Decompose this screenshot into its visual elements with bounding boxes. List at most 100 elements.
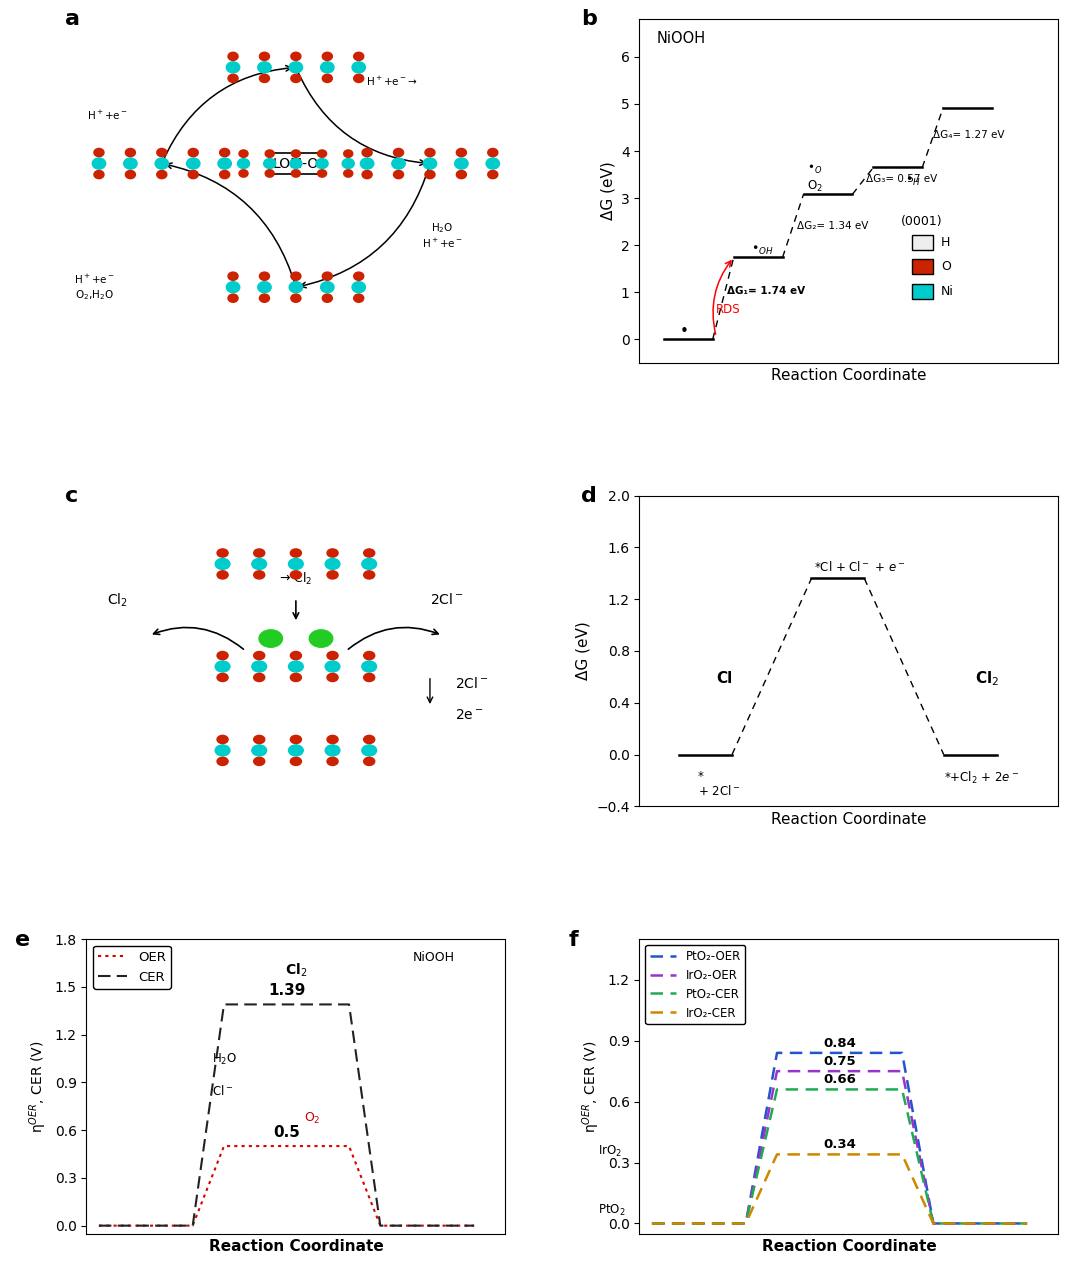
IrO₂-CER: [770, 1146, 783, 1162]
Text: H$_2$O
H$^+$+e$^-$: H$_2$O H$^+$+e$^-$: [422, 221, 463, 251]
CER: [342, 997, 355, 1013]
IrO₂-CER: [895, 1146, 908, 1162]
Circle shape: [217, 735, 228, 744]
PtO₂-OER: [895, 1045, 908, 1060]
Circle shape: [288, 745, 303, 756]
Text: 0.84: 0.84: [823, 1037, 856, 1050]
Circle shape: [354, 272, 364, 280]
Circle shape: [92, 158, 106, 170]
Circle shape: [325, 745, 340, 756]
Text: c: c: [66, 486, 79, 506]
IrO₂-OER: [1021, 1216, 1034, 1231]
Circle shape: [291, 75, 301, 82]
Circle shape: [258, 281, 271, 293]
Circle shape: [94, 171, 104, 179]
Text: IrO$_2$: IrO$_2$: [597, 1144, 622, 1159]
Circle shape: [354, 75, 364, 82]
Circle shape: [291, 757, 301, 766]
Circle shape: [325, 559, 340, 569]
X-axis label: Reaction Coordinate: Reaction Coordinate: [771, 369, 927, 383]
Circle shape: [254, 673, 265, 681]
Circle shape: [252, 745, 267, 756]
Text: •: •: [680, 324, 689, 339]
Circle shape: [342, 158, 354, 168]
OER: [93, 1218, 106, 1234]
IrO₂-OER: [770, 1064, 783, 1079]
Circle shape: [124, 158, 137, 170]
Circle shape: [254, 651, 265, 659]
IrO₂-CER: [739, 1216, 752, 1231]
Y-axis label: η$^{OER}$, CER (V): η$^{OER}$, CER (V): [581, 1041, 603, 1132]
Line: CER: CER: [99, 1005, 474, 1226]
Text: NiOOH: NiOOH: [413, 951, 455, 964]
Circle shape: [258, 62, 271, 73]
Circle shape: [486, 158, 500, 170]
Circle shape: [215, 745, 230, 756]
Legend: PtO₂-OER, IrO₂-OER, PtO₂-CER, IrO₂-CER: PtO₂-OER, IrO₂-OER, PtO₂-CER, IrO₂-CER: [646, 944, 745, 1024]
Circle shape: [289, 281, 302, 293]
FancyBboxPatch shape: [912, 284, 933, 299]
Text: PtO$_2$: PtO$_2$: [597, 1203, 625, 1218]
CER: [468, 1218, 481, 1234]
Circle shape: [457, 149, 467, 157]
Circle shape: [292, 170, 300, 177]
Circle shape: [393, 149, 404, 157]
IrO₂-OER: [646, 1216, 659, 1231]
PtO₂-CER: [646, 1216, 659, 1231]
Circle shape: [217, 651, 228, 659]
Circle shape: [217, 571, 228, 580]
Circle shape: [227, 281, 240, 293]
Circle shape: [254, 757, 265, 766]
Circle shape: [352, 62, 365, 73]
Circle shape: [327, 757, 338, 766]
Circle shape: [316, 158, 328, 168]
Circle shape: [488, 171, 498, 179]
Circle shape: [254, 549, 265, 558]
Circle shape: [254, 735, 265, 744]
Text: ΔG₃= 0.57 eV: ΔG₃= 0.57 eV: [866, 173, 937, 184]
Text: 1.39: 1.39: [268, 983, 306, 998]
PtO₂-OER: [927, 1216, 940, 1231]
Text: 0.34: 0.34: [823, 1139, 856, 1151]
IrO₂-OER: [739, 1216, 752, 1231]
Circle shape: [291, 651, 301, 659]
Circle shape: [364, 549, 375, 558]
IrO₂-CER: [927, 1216, 940, 1231]
OER: [468, 1218, 481, 1234]
Text: 0.66: 0.66: [823, 1073, 856, 1086]
Text: ΔG₁= 1.74 eV: ΔG₁= 1.74 eV: [727, 287, 805, 297]
Text: O$_2$: O$_2$: [305, 1110, 321, 1126]
Circle shape: [215, 660, 230, 672]
Circle shape: [259, 294, 270, 302]
PtO₂-OER: [1021, 1216, 1034, 1231]
Circle shape: [393, 171, 404, 179]
Circle shape: [188, 149, 199, 157]
Text: → Cl$_2$: → Cl$_2$: [280, 571, 312, 587]
Circle shape: [343, 170, 353, 177]
Text: (0001): (0001): [902, 216, 943, 229]
PtO₂-CER: [739, 1216, 752, 1231]
OER: [217, 1139, 230, 1154]
Circle shape: [219, 149, 230, 157]
Y-axis label: η$^{OER}$, CER (V): η$^{OER}$, CER (V): [27, 1041, 49, 1132]
CER: [217, 997, 230, 1013]
Circle shape: [219, 171, 230, 179]
Circle shape: [239, 150, 248, 157]
Line: PtO₂-OER: PtO₂-OER: [652, 1052, 1027, 1223]
Text: LOM-O: LOM-O: [273, 157, 319, 171]
Text: b: b: [581, 9, 596, 30]
PtO₂-OER: [770, 1045, 783, 1060]
Circle shape: [266, 150, 274, 157]
Circle shape: [325, 660, 340, 672]
Circle shape: [254, 571, 265, 580]
Circle shape: [457, 171, 467, 179]
Text: ΔG₂= 1.34 eV: ΔG₂= 1.34 eV: [797, 221, 868, 231]
Text: Cl$_2$: Cl$_2$: [285, 961, 307, 979]
Circle shape: [364, 651, 375, 659]
PtO₂-OER: [646, 1216, 659, 1231]
X-axis label: Reaction Coordinate: Reaction Coordinate: [761, 1239, 936, 1254]
Circle shape: [259, 272, 270, 280]
Text: •$_H$: •$_H$: [905, 175, 920, 188]
FancyBboxPatch shape: [912, 235, 933, 249]
Circle shape: [259, 630, 283, 648]
